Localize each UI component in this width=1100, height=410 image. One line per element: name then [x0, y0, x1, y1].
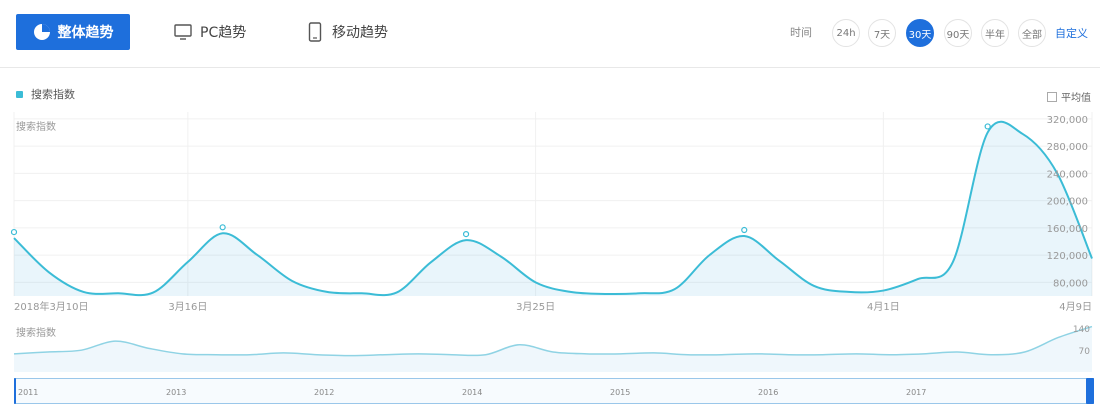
navigator-chart: 140 70 — [13, 325, 1093, 372]
main-chart-grid — [13, 112, 1093, 296]
data-point-marker[interactable] — [10, 228, 18, 236]
data-point-marker[interactable] — [219, 224, 226, 231]
average-checkbox[interactable] — [1047, 91, 1057, 102]
x-tick-label: 4月1日 — [867, 301, 900, 313]
monitor-icon — [174, 24, 192, 40]
y-tick-label: 240,000 — [1047, 169, 1088, 180]
custom-range-link[interactable]: 自定义 — [1055, 27, 1088, 40]
data-point-marker[interactable] — [984, 123, 991, 130]
range-slider-right-handle[interactable] — [1086, 378, 1094, 404]
range-90d-button[interactable]: 90天 — [944, 19, 972, 47]
legend-color-swatch — [16, 90, 23, 98]
x-tick-label: 3月16日 — [168, 301, 207, 313]
time-range-label: 时间 — [790, 26, 812, 39]
navigator-chart-label: 搜索指数 — [16, 328, 56, 339]
x-tick-label: 3月25日 — [516, 301, 555, 313]
legend-series-label: 搜索指数 — [31, 88, 75, 101]
navigator-x-tick: 2013 — [166, 388, 187, 397]
tab-pc-trend[interactable]: PC趋势 — [174, 14, 246, 50]
y-tick-label: 160,000 — [1047, 224, 1088, 235]
navigator-x-tick: 2012 — [314, 388, 335, 397]
average-toggle[interactable]: 平均值 — [1047, 89, 1091, 104]
navigator-x-tick: 2017 — [906, 388, 927, 397]
y-tick-label: 80,000 — [1053, 278, 1088, 289]
y-tick-label: 320,000 — [1047, 115, 1088, 126]
x-tick-label: 2018年3月10日 — [14, 300, 89, 313]
tab-overall-trend[interactable]: 整体趋势 — [16, 14, 130, 50]
range-30d-button[interactable]: 30天 — [906, 19, 934, 47]
header-bar: 整体趋势 PC趋势 移动趋势 时间 24h 7天 30天 90天 半年 全部 自… — [0, 0, 1100, 68]
data-point-marker[interactable] — [741, 226, 748, 234]
tab-pc-label: PC趋势 — [200, 25, 247, 41]
pie-chart-icon — [33, 24, 50, 40]
navigator-x-tick: 2015 — [610, 388, 631, 397]
average-toggle-label: 平均值 — [1061, 93, 1091, 104]
range-24h-button[interactable]: 24h — [832, 19, 860, 47]
navigator-x-tick: 2016 — [758, 388, 779, 397]
tab-overall-label: 整体趋势 — [57, 25, 114, 41]
tab-mobile-trend[interactable]: 移动趋势 — [308, 14, 388, 50]
chart-legend[interactable]: 搜索指数 — [16, 86, 75, 102]
range-slider-left-handle[interactable] — [14, 378, 16, 404]
main-chart-label: 搜索指数 — [16, 122, 56, 133]
range-all-button[interactable]: 全部 — [1018, 19, 1046, 47]
main-trend-chart[interactable]: 80,000 120,000 160,000 200,000 240,000 280,00… — [0, 108, 1100, 318]
navigator-x-tick: 2014 — [462, 388, 483, 397]
range-slider-track[interactable] — [14, 378, 1094, 404]
navigator-area-fill — [14, 326, 1092, 372]
tab-mobile-label: 移动趋势 — [332, 25, 388, 41]
series-area-fill — [14, 121, 1092, 296]
y-tick-label: 200,000 — [1047, 197, 1088, 208]
range-half-year-button[interactable]: 半年 — [981, 19, 1009, 47]
phone-icon — [308, 22, 322, 42]
y-tick-label: 120,000 — [1047, 251, 1088, 262]
x-tick-label: 4月9日 — [1059, 301, 1092, 313]
y-tick-label: 280,000 — [1047, 142, 1088, 153]
navigator-y-tick: 140 — [1073, 325, 1090, 335]
navigator-line — [13, 325, 1093, 357]
series-line — [13, 120, 1093, 297]
navigator-y-tick: 70 — [1079, 347, 1091, 357]
navigator-x-tick: 2011 — [18, 388, 39, 397]
data-point-marker[interactable] — [462, 231, 470, 238]
range-7d-button[interactable]: 7天 — [868, 19, 896, 47]
